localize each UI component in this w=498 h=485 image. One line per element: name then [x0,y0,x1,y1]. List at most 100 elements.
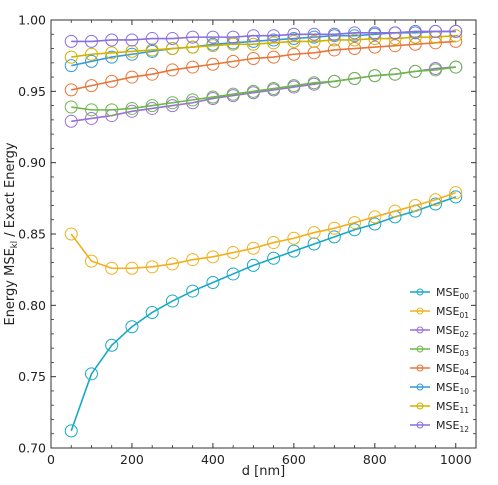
y-tick-label: 0.90 [18,155,46,170]
data-point [186,40,200,54]
data-point [246,258,260,272]
data-point [267,29,281,43]
data-point [287,47,301,61]
data-point [186,284,200,298]
data-point [105,74,119,88]
data-point [287,34,301,48]
series-mse00 [64,190,463,438]
legend-label: MSE01 [436,305,469,320]
data-point [368,26,382,40]
data-point [307,27,321,41]
data-point [429,63,443,77]
series-line [71,66,456,111]
data-point [449,190,463,204]
data-point [267,236,281,250]
data-point [449,60,463,74]
data-point [246,52,260,66]
data-point [287,231,301,245]
data-point [145,43,159,57]
legend-marker [416,402,424,410]
data-point [388,204,402,218]
data-point [246,37,260,51]
x-tick-label: 0 [47,452,55,467]
data-point [226,54,240,68]
data-point [145,99,159,113]
data-point [125,47,139,61]
data-point [64,100,78,114]
data-point [287,27,301,41]
data-point [206,276,220,290]
data-point [307,76,321,90]
series-mse04 [64,34,463,97]
legend-marker [416,421,424,429]
legend-marker [416,326,424,334]
data-point [165,96,179,110]
data-point [64,424,78,438]
data-point [165,99,179,113]
data-point [125,44,139,58]
data-point [348,42,362,56]
y-tick-label: 0.95 [18,84,46,99]
legend-label: MSE02 [436,324,469,339]
data-point [125,261,139,275]
legend-label: MSE11 [436,400,469,415]
series-mse11 [64,29,463,64]
data-point [125,104,139,118]
y-tick-label: 1.00 [18,13,46,28]
data-point [327,27,341,41]
data-point [449,186,463,200]
data-point [307,30,321,44]
data-point [145,305,159,319]
data-point [206,39,220,53]
data-point [307,226,321,240]
legend: MSE00 MSE01 MSE02 MSE03 MSE04 MSE10 MSE11 MSE12 [410,286,469,434]
data-point [368,217,382,231]
data-point [287,244,301,258]
x-tick-label: 600 [282,452,306,467]
data-point [206,250,220,264]
series-mse01 [64,186,463,275]
data-point [84,254,98,268]
data-point [165,63,179,77]
data-point [145,260,159,274]
data-point [186,93,200,107]
data-point [226,246,240,260]
data-point [84,47,98,61]
series-line [70,196,457,432]
data-point [145,67,159,81]
data-point [287,32,301,46]
plot-frame [50,19,477,449]
data-point [348,223,362,237]
x-axis-label: d [nm] [242,464,285,479]
series-line [70,191,457,270]
data-point [307,46,321,60]
data-point [84,367,98,381]
data-point [246,241,260,255]
data-point [64,50,78,64]
data-point [206,90,220,104]
data-point [267,81,281,95]
data-point [368,210,382,224]
data-point [206,57,220,71]
legend-label: MSE04 [436,362,469,377]
data-point [287,79,301,93]
y-tick-label: 0.70 [18,441,46,456]
legend-marker [416,307,424,315]
data-point [125,101,139,115]
y-tick-label: 0.85 [18,227,46,242]
data-point [449,24,463,38]
data-point [165,257,179,271]
data-point [105,33,119,47]
data-point [84,79,98,93]
data-point [348,33,362,47]
data-point [84,34,98,48]
series-mse12 [64,24,463,48]
data-point [408,198,422,212]
data-point [165,42,179,56]
data-point [327,230,341,244]
data-point [226,87,240,101]
legend-label: MSE00 [436,286,469,301]
legend-marker [416,288,424,296]
data-point [388,67,402,81]
